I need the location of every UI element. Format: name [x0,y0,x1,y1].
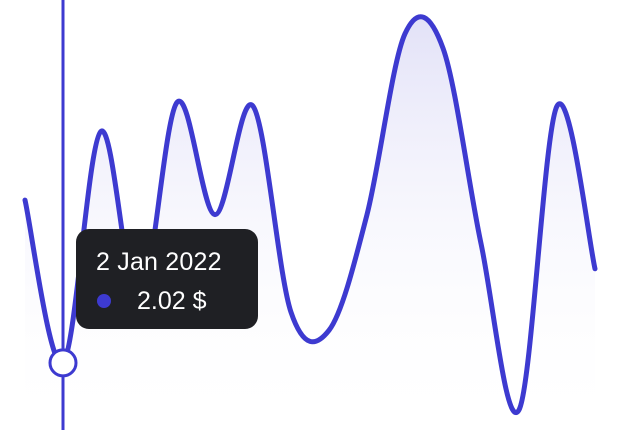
series-line [22,14,598,416]
tooltip-date: 2 Jan 2022 [96,248,222,276]
hover-point-marker[interactable] [48,348,78,378]
series-area [25,16,595,434]
tooltip-row: 2.02 $ [96,286,258,316]
tooltip-value: 2.02 $ [137,287,207,315]
series-color-dot [97,294,111,308]
tooltip: 2 Jan 2022 2.02 $ [76,229,258,329]
